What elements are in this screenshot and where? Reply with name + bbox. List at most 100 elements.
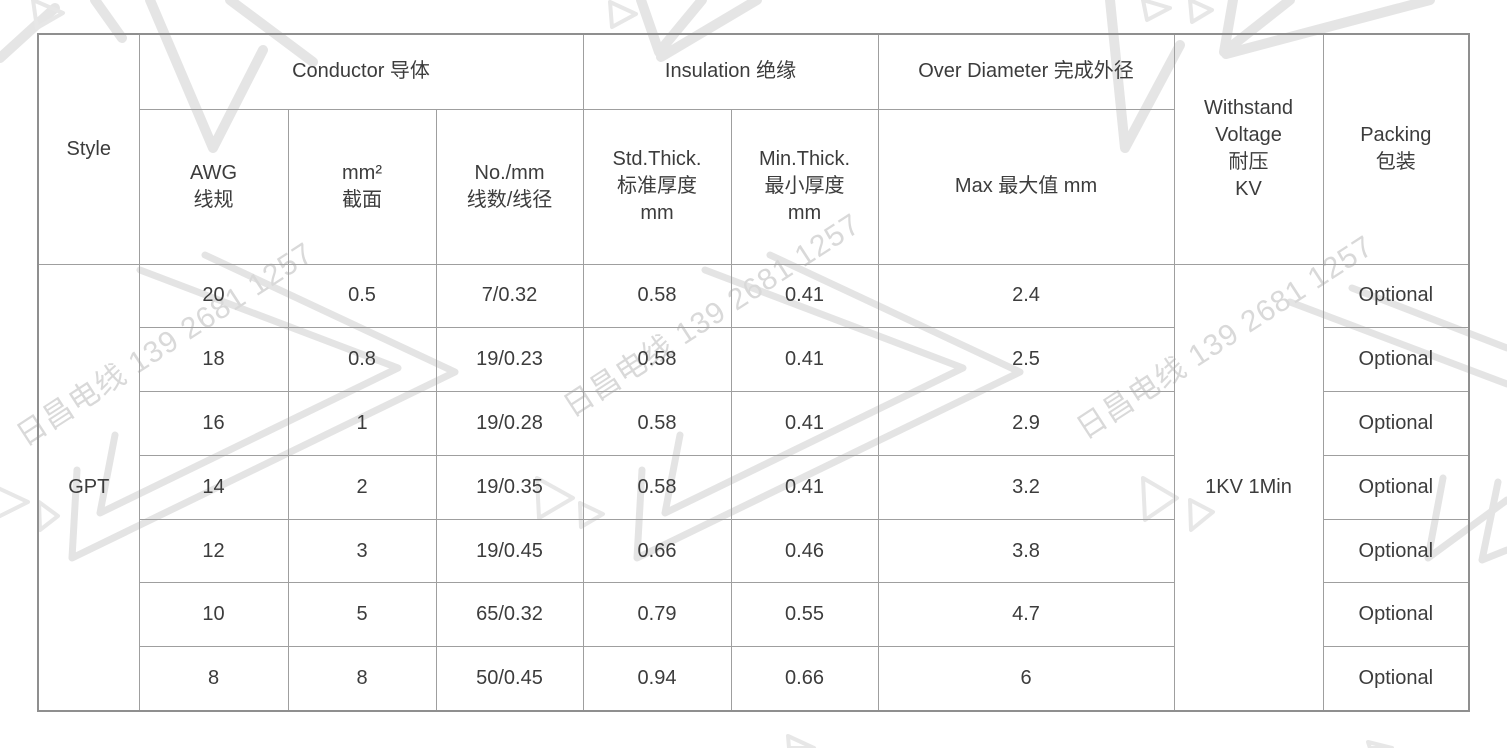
table-row: 10 5 65/0.32 0.79 0.55 4.7 Optional <box>38 582 1470 648</box>
header-conductor-group: Conductor 导体 <box>138 33 584 110</box>
awg-cell: 8 <box>138 646 289 712</box>
style-value-cell: GPT <box>37 263 140 712</box>
std-thick-cell: 0.94 <box>582 646 732 712</box>
awg-cell: 10 <box>138 582 289 648</box>
min-thick-cell: 0.55 <box>730 582 879 648</box>
table-header: Style Conductor 导体 Insulation 绝缘 Over Di… <box>37 33 1470 265</box>
header-row-subcolumns: AWG 线规 mm² 截面 No./mm 线数/线径 Std.Thick. 标准… <box>38 108 1469 265</box>
mm2-cell: 5 <box>287 582 437 648</box>
header-max: Max 最大值 mm <box>877 108 1175 265</box>
watermark-chevron <box>1478 478 1507 564</box>
header-row-groups: Style Conductor 导体 Insulation 绝缘 Over Di… <box>37 33 1470 265</box>
table-row: GPT 20 0.5 7/0.32 0.58 0.41 2.4 1KV 1Min… <box>37 263 1470 712</box>
min-thick-cell: 0.46 <box>730 518 879 584</box>
header-withstand-line: 耐压 <box>1228 151 1269 174</box>
mm2-cell: 2 <box>287 454 437 520</box>
packing-cell: Optional <box>1322 327 1470 393</box>
no-mm-cell: 65/0.32 <box>435 582 584 648</box>
packing-cell: Optional <box>1322 518 1470 584</box>
min-thick-cell: 0.41 <box>730 327 879 393</box>
table-row: 18 0.8 19/0.23 0.58 0.41 2.5 Optional <box>38 327 1470 393</box>
table-row: 16 1 19/0.28 0.58 0.41 2.9 Optional <box>38 391 1470 456</box>
header-packing-line: 包装 <box>1375 151 1416 174</box>
header-style: Style <box>37 33 140 265</box>
header-min-thick: Min.Thick. 最小厚度 mm <box>730 108 879 265</box>
withstand-value-cell: 1KV 1Min <box>1173 263 1324 712</box>
header-min-thick-line: 最小厚度 <box>764 175 845 197</box>
header-withstand-voltage: Withstand Voltage 耐压 KV <box>1173 33 1324 265</box>
no-mm-cell: 19/0.28 <box>435 391 584 456</box>
watermark-triangle-icon <box>786 734 816 750</box>
packing-cell: Optional <box>1322 582 1470 648</box>
awg-cell: 12 <box>138 518 289 584</box>
table-row: 8 8 50/0.45 0.94 0.66 6 Optional <box>38 646 1470 712</box>
max-diameter-cell: 3.2 <box>877 454 1175 520</box>
header-mm2-line: mm² <box>342 161 382 184</box>
header-std-thick-line: mm <box>640 202 674 224</box>
no-mm-cell: 19/0.35 <box>435 454 584 520</box>
header-std-thick-line: Std.Thick. <box>612 148 702 170</box>
max-diameter-cell: 4.7 <box>877 582 1175 648</box>
header-awg-line: AWG <box>189 161 238 184</box>
mm2-cell: 0.5 <box>287 263 437 329</box>
min-thick-cell: 0.41 <box>730 454 879 520</box>
no-mm-cell: 50/0.45 <box>435 646 584 712</box>
max-diameter-cell: 2.5 <box>877 327 1175 393</box>
max-diameter-cell: 2.4 <box>877 263 1175 329</box>
std-thick-cell: 0.66 <box>582 518 732 584</box>
header-no-mm-line: 线数/线径 <box>466 188 553 211</box>
min-thick-cell: 0.41 <box>730 391 879 456</box>
header-withstand-line: KV <box>1235 178 1262 201</box>
packing-cell: Optional <box>1322 454 1470 520</box>
header-over-diameter-group: Over Diameter 完成外径 <box>877 33 1175 110</box>
packing-cell: Optional <box>1322 391 1470 456</box>
header-mm2-line: 截面 <box>342 188 382 211</box>
watermark-triangle-icon <box>608 0 638 29</box>
std-thick-cell: 0.79 <box>582 582 732 648</box>
header-awg-line: 线规 <box>193 188 234 211</box>
mm2-cell: 0.8 <box>287 327 437 393</box>
awg-cell: 20 <box>138 263 289 329</box>
awg-cell: 18 <box>138 327 289 393</box>
header-packing-line: Packing <box>1360 124 1432 147</box>
mm2-cell: 8 <box>287 646 437 712</box>
header-std-thick-line: 标准厚度 <box>617 175 697 197</box>
header-no-mm-line: No./mm <box>474 161 545 184</box>
watermark-line <box>0 3 60 63</box>
mm2-cell: 3 <box>287 518 437 584</box>
header-withstand-line: Withstand <box>1204 97 1293 120</box>
packing-cell: Optional <box>1322 646 1470 712</box>
max-diameter-cell: 3.8 <box>877 518 1175 584</box>
awg-cell: 16 <box>138 391 289 456</box>
wire-spec-table: Style Conductor 导体 Insulation 绝缘 Over Di… <box>37 33 1471 712</box>
std-thick-cell: 0.58 <box>582 327 732 393</box>
std-thick-cell: 0.58 <box>582 263 732 329</box>
max-diameter-cell: 2.9 <box>877 391 1175 456</box>
table-row: 12 3 19/0.45 0.66 0.46 3.8 Optional <box>38 518 1470 584</box>
no-mm-cell: 19/0.23 <box>435 327 584 393</box>
header-std-thick: Std.Thick. 标准厚度 mm <box>582 108 732 265</box>
header-awg: AWG 线规 <box>138 108 289 265</box>
no-mm-cell: 7/0.32 <box>435 263 584 329</box>
watermark-line <box>90 0 127 43</box>
header-withstand-line: Voltage <box>1215 124 1282 147</box>
header-no-mm: No./mm 线数/线径 <box>435 108 584 265</box>
watermark-triangle-icon <box>31 0 65 30</box>
header-mm2: mm² 截面 <box>287 108 437 265</box>
awg-cell: 14 <box>138 454 289 520</box>
packing-cell: Optional <box>1322 263 1470 329</box>
mm2-cell: 1 <box>287 391 437 456</box>
watermark-triangle-icon <box>1366 740 1394 750</box>
min-thick-cell: 0.41 <box>730 263 879 329</box>
std-thick-cell: 0.58 <box>582 454 732 520</box>
std-thick-cell: 0.58 <box>582 391 732 456</box>
watermark-triangle-icon <box>1141 0 1172 22</box>
header-packing: Packing 包装 <box>1322 33 1470 265</box>
min-thick-cell: 0.66 <box>730 646 879 712</box>
header-min-thick-line: mm <box>787 202 822 224</box>
header-insulation-group: Insulation 绝缘 <box>582 33 879 110</box>
watermark-triangle-icon <box>1188 0 1214 24</box>
header-min-thick-line: Min.Thick. <box>758 148 851 170</box>
no-mm-cell: 19/0.45 <box>435 518 584 584</box>
max-diameter-cell: 6 <box>877 646 1175 712</box>
